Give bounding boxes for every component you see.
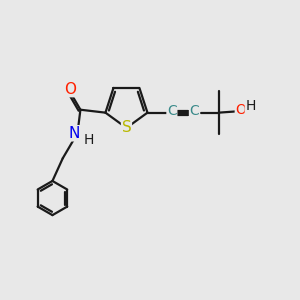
Text: C: C: [167, 104, 177, 118]
Text: O: O: [64, 82, 76, 97]
Text: O: O: [235, 103, 246, 117]
Text: C: C: [190, 104, 200, 118]
Text: S: S: [122, 120, 131, 135]
Text: N: N: [68, 126, 80, 141]
Text: H: H: [83, 133, 94, 147]
Text: H: H: [245, 99, 256, 113]
